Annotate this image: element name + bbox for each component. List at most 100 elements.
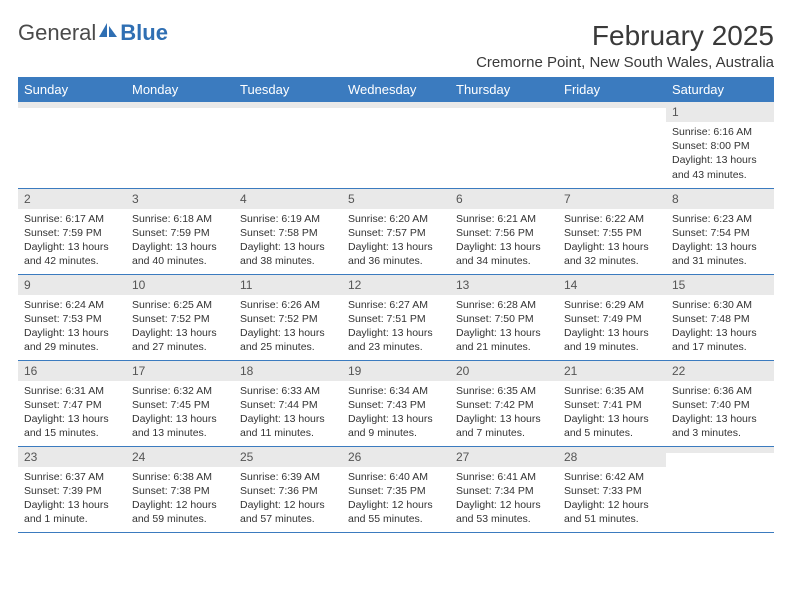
day-details: Sunrise: 6:20 AMSunset: 7:57 PMDaylight:… <box>342 209 450 273</box>
day-number: 14 <box>558 275 666 295</box>
day-details: Sunrise: 6:34 AMSunset: 7:43 PMDaylight:… <box>342 381 450 445</box>
day-details: Sunrise: 6:16 AMSunset: 8:00 PMDaylight:… <box>666 122 774 186</box>
day-details: Sunrise: 6:30 AMSunset: 7:48 PMDaylight:… <box>666 295 774 359</box>
day-details: Sunrise: 6:35 AMSunset: 7:42 PMDaylight:… <box>450 381 558 445</box>
day-number <box>342 102 450 108</box>
logo-text-blue: Blue <box>120 20 168 46</box>
day-details: Sunrise: 6:41 AMSunset: 7:34 PMDaylight:… <box>450 467 558 531</box>
day-details: Sunrise: 6:37 AMSunset: 7:39 PMDaylight:… <box>18 467 126 531</box>
calendar-day-cell: 15Sunrise: 6:30 AMSunset: 7:48 PMDayligh… <box>666 274 774 360</box>
page-title: February 2025 <box>476 20 774 52</box>
day-details: Sunrise: 6:24 AMSunset: 7:53 PMDaylight:… <box>18 295 126 359</box>
logo-text-general: General <box>18 20 96 46</box>
calendar-day-cell <box>450 102 558 188</box>
calendar-header-row: Sunday Monday Tuesday Wednesday Thursday… <box>18 77 774 102</box>
day-number: 21 <box>558 361 666 381</box>
calendar-day-cell <box>558 102 666 188</box>
day-details: Sunrise: 6:27 AMSunset: 7:51 PMDaylight:… <box>342 295 450 359</box>
day-details: Sunrise: 6:22 AMSunset: 7:55 PMDaylight:… <box>558 209 666 273</box>
calendar-day-cell: 21Sunrise: 6:35 AMSunset: 7:41 PMDayligh… <box>558 360 666 446</box>
day-number: 19 <box>342 361 450 381</box>
day-number <box>558 102 666 108</box>
calendar-day-cell: 17Sunrise: 6:32 AMSunset: 7:45 PMDayligh… <box>126 360 234 446</box>
calendar-day-cell: 28Sunrise: 6:42 AMSunset: 7:33 PMDayligh… <box>558 446 666 532</box>
calendar-day-cell: 25Sunrise: 6:39 AMSunset: 7:36 PMDayligh… <box>234 446 342 532</box>
page: General Blue February 2025 Cremorne Poin… <box>0 0 792 533</box>
calendar-day-cell: 9Sunrise: 6:24 AMSunset: 7:53 PMDaylight… <box>18 274 126 360</box>
calendar-day-cell: 2Sunrise: 6:17 AMSunset: 7:59 PMDaylight… <box>18 188 126 274</box>
day-details: Sunrise: 6:26 AMSunset: 7:52 PMDaylight:… <box>234 295 342 359</box>
calendar-day-cell: 3Sunrise: 6:18 AMSunset: 7:59 PMDaylight… <box>126 188 234 274</box>
dayname-thu: Thursday <box>450 77 558 102</box>
calendar-day-cell: 23Sunrise: 6:37 AMSunset: 7:39 PMDayligh… <box>18 446 126 532</box>
day-details: Sunrise: 6:32 AMSunset: 7:45 PMDaylight:… <box>126 381 234 445</box>
day-number <box>234 102 342 108</box>
day-number: 23 <box>18 447 126 467</box>
calendar-day-cell: 7Sunrise: 6:22 AMSunset: 7:55 PMDaylight… <box>558 188 666 274</box>
dayname-fri: Friday <box>558 77 666 102</box>
day-number: 12 <box>342 275 450 295</box>
calendar-day-cell <box>18 102 126 188</box>
day-details: Sunrise: 6:36 AMSunset: 7:40 PMDaylight:… <box>666 381 774 445</box>
dayname-sun: Sunday <box>18 77 126 102</box>
day-number: 17 <box>126 361 234 381</box>
dayname-tue: Tuesday <box>234 77 342 102</box>
day-number: 9 <box>18 275 126 295</box>
calendar-day-cell: 19Sunrise: 6:34 AMSunset: 7:43 PMDayligh… <box>342 360 450 446</box>
day-details: Sunrise: 6:42 AMSunset: 7:33 PMDaylight:… <box>558 467 666 531</box>
calendar-week-row: 23Sunrise: 6:37 AMSunset: 7:39 PMDayligh… <box>18 446 774 532</box>
day-number: 7 <box>558 189 666 209</box>
day-number: 2 <box>18 189 126 209</box>
day-number: 8 <box>666 189 774 209</box>
day-number: 25 <box>234 447 342 467</box>
calendar-week-row: 1Sunrise: 6:16 AMSunset: 8:00 PMDaylight… <box>18 102 774 188</box>
calendar-day-cell <box>666 446 774 532</box>
calendar-day-cell: 12Sunrise: 6:27 AMSunset: 7:51 PMDayligh… <box>342 274 450 360</box>
calendar-day-cell <box>234 102 342 188</box>
calendar-day-cell: 1Sunrise: 6:16 AMSunset: 8:00 PMDaylight… <box>666 102 774 188</box>
calendar-day-cell: 22Sunrise: 6:36 AMSunset: 7:40 PMDayligh… <box>666 360 774 446</box>
calendar-day-cell: 24Sunrise: 6:38 AMSunset: 7:38 PMDayligh… <box>126 446 234 532</box>
day-details: Sunrise: 6:29 AMSunset: 7:49 PMDaylight:… <box>558 295 666 359</box>
day-details: Sunrise: 6:38 AMSunset: 7:38 PMDaylight:… <box>126 467 234 531</box>
day-number <box>450 102 558 108</box>
day-number: 22 <box>666 361 774 381</box>
day-number: 18 <box>234 361 342 381</box>
calendar-day-cell: 8Sunrise: 6:23 AMSunset: 7:54 PMDaylight… <box>666 188 774 274</box>
calendar-day-cell: 10Sunrise: 6:25 AMSunset: 7:52 PMDayligh… <box>126 274 234 360</box>
day-details: Sunrise: 6:35 AMSunset: 7:41 PMDaylight:… <box>558 381 666 445</box>
calendar-day-cell: 16Sunrise: 6:31 AMSunset: 7:47 PMDayligh… <box>18 360 126 446</box>
day-details: Sunrise: 6:19 AMSunset: 7:58 PMDaylight:… <box>234 209 342 273</box>
day-number: 15 <box>666 275 774 295</box>
day-number: 26 <box>342 447 450 467</box>
day-number: 24 <box>126 447 234 467</box>
calendar-table: Sunday Monday Tuesday Wednesday Thursday… <box>18 77 774 533</box>
day-details: Sunrise: 6:17 AMSunset: 7:59 PMDaylight:… <box>18 209 126 273</box>
calendar-week-row: 9Sunrise: 6:24 AMSunset: 7:53 PMDaylight… <box>18 274 774 360</box>
day-number: 28 <box>558 447 666 467</box>
calendar-day-cell: 6Sunrise: 6:21 AMSunset: 7:56 PMDaylight… <box>450 188 558 274</box>
dayname-mon: Monday <box>126 77 234 102</box>
day-number <box>18 102 126 108</box>
calendar-day-cell: 27Sunrise: 6:41 AMSunset: 7:34 PMDayligh… <box>450 446 558 532</box>
day-number: 6 <box>450 189 558 209</box>
header: General Blue February 2025 Cremorne Poin… <box>18 20 774 71</box>
day-details: Sunrise: 6:33 AMSunset: 7:44 PMDaylight:… <box>234 381 342 445</box>
day-details: Sunrise: 6:40 AMSunset: 7:35 PMDaylight:… <box>342 467 450 531</box>
day-details: Sunrise: 6:23 AMSunset: 7:54 PMDaylight:… <box>666 209 774 273</box>
day-details: Sunrise: 6:28 AMSunset: 7:50 PMDaylight:… <box>450 295 558 359</box>
calendar-day-cell <box>126 102 234 188</box>
calendar-day-cell <box>342 102 450 188</box>
calendar-day-cell: 20Sunrise: 6:35 AMSunset: 7:42 PMDayligh… <box>450 360 558 446</box>
dayname-sat: Saturday <box>666 77 774 102</box>
day-number: 4 <box>234 189 342 209</box>
day-details: Sunrise: 6:31 AMSunset: 7:47 PMDaylight:… <box>18 381 126 445</box>
dayname-wed: Wednesday <box>342 77 450 102</box>
calendar-day-cell: 26Sunrise: 6:40 AMSunset: 7:35 PMDayligh… <box>342 446 450 532</box>
day-details: Sunrise: 6:21 AMSunset: 7:56 PMDaylight:… <box>450 209 558 273</box>
day-number: 3 <box>126 189 234 209</box>
calendar-day-cell: 14Sunrise: 6:29 AMSunset: 7:49 PMDayligh… <box>558 274 666 360</box>
logo: General Blue <box>18 20 168 46</box>
calendar-day-cell: 5Sunrise: 6:20 AMSunset: 7:57 PMDaylight… <box>342 188 450 274</box>
calendar-week-row: 16Sunrise: 6:31 AMSunset: 7:47 PMDayligh… <box>18 360 774 446</box>
